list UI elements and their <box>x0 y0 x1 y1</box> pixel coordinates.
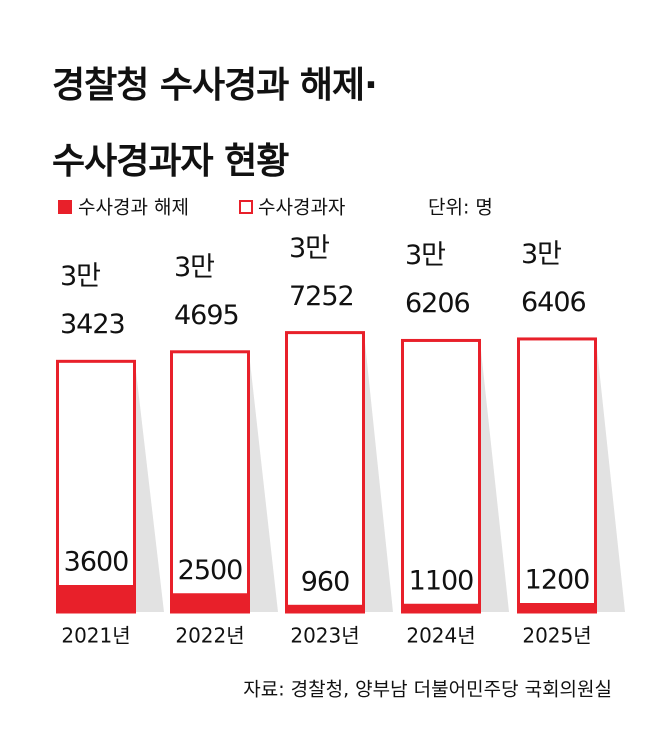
bar-shadow <box>365 342 393 612</box>
data-label: 3600 <box>64 547 129 578</box>
bar-shadow <box>136 371 164 612</box>
data-label: 1100 <box>409 565 474 596</box>
x-tick-label: 2021년 <box>61 624 130 648</box>
bar-shadow <box>597 348 625 612</box>
data-label: 3만 6406 <box>521 238 587 318</box>
bar <box>56 585 136 612</box>
bar <box>56 359 136 614</box>
bar <box>401 603 481 612</box>
bar <box>401 338 481 614</box>
bar <box>285 604 365 612</box>
bar <box>170 593 250 612</box>
legend-swatch <box>58 200 72 214</box>
data-label: 3만 6206 <box>405 240 471 320</box>
data-label: 960 <box>301 566 350 597</box>
unit-label: 단위: 명 <box>428 197 493 219</box>
x-tick-label: 2025년 <box>522 624 591 648</box>
data-label: 3만 7252 <box>289 232 355 312</box>
bar <box>517 603 597 612</box>
bar <box>517 337 597 614</box>
data-label: 1200 <box>525 565 590 596</box>
bar <box>170 350 250 614</box>
data-label: 3만 3423 <box>60 261 126 341</box>
legend-label: 수사경과 해제 <box>78 197 189 219</box>
x-tick-label: 2024년 <box>406 624 475 648</box>
legend-label: 수사경과자 <box>258 197 345 219</box>
bar <box>285 331 365 614</box>
x-tick-label: 2022년 <box>175 624 244 648</box>
data-label: 2500 <box>178 555 243 586</box>
source: 자료: 경찰청, 양부남 더불어민주당 국회의원실 <box>243 679 612 701</box>
data-label: 3만 4695 <box>174 251 240 331</box>
bar-shadow <box>481 350 509 612</box>
chart-title: 경찰청 수사경과 해제· 수사경과자 현황 <box>52 65 378 182</box>
x-tick-label: 2023년 <box>290 624 359 648</box>
legend-swatch <box>239 200 253 214</box>
bar-shadow <box>250 361 278 612</box>
